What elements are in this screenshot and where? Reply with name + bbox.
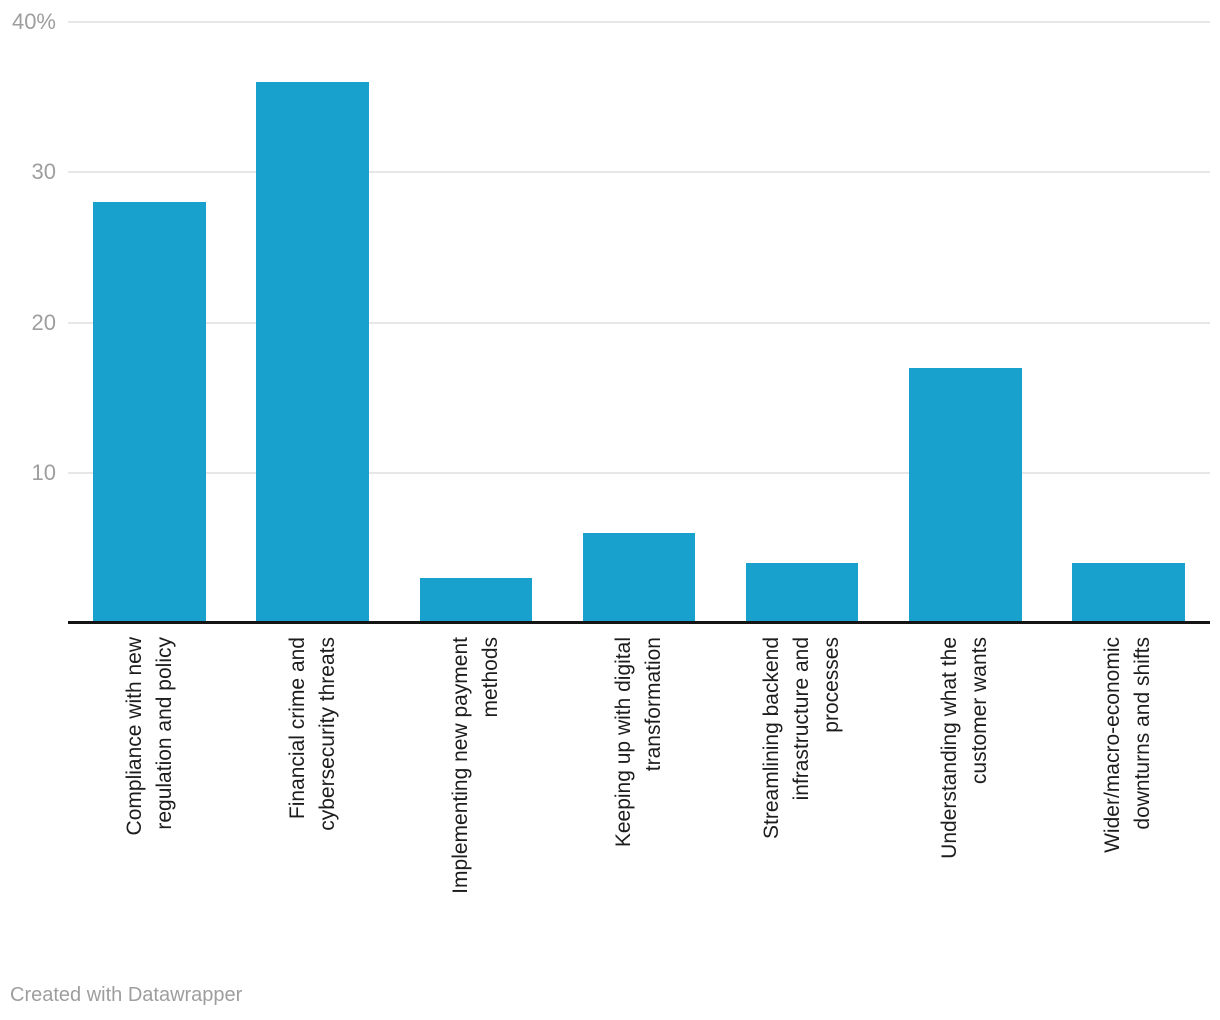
bar-slot-6 xyxy=(1047,22,1210,623)
bar-slot-2 xyxy=(394,22,557,623)
y-tick-label-30: 30 xyxy=(31,159,56,185)
bar-slot-5 xyxy=(884,22,1047,623)
bar-2[interactable] xyxy=(419,577,533,623)
gridline-30 xyxy=(68,171,1210,174)
x-category-label-5: Understanding what the customer wants xyxy=(938,637,992,859)
x-category-label-3: Keeping up with digital transformation xyxy=(611,637,665,848)
bar-6[interactable] xyxy=(1072,562,1185,623)
bar-slot-3 xyxy=(557,22,720,623)
x-label-slot-5: Understanding what the customer wants xyxy=(884,624,1047,964)
datawrapper-credit-link[interactable]: Created with Datawrapper xyxy=(10,984,243,1006)
y-tick-label-10: 10 xyxy=(31,459,56,485)
y-tick-label-40: 40% xyxy=(11,9,56,34)
bar-5[interactable] xyxy=(908,367,1022,623)
x-category-label-6: Wider/macro-economic downturns and shift… xyxy=(1101,637,1155,853)
bar-slot-0 xyxy=(68,22,231,623)
y-axis: 40% 30 20 10 xyxy=(0,9,56,623)
plot-area xyxy=(68,21,1210,623)
x-label-slot-0: Compliance with new regulation and polic… xyxy=(68,624,231,964)
x-category-label-0: Compliance with new regulation and polic… xyxy=(122,637,176,836)
x-label-slot-2: Implementing new payment methods xyxy=(394,624,557,964)
x-axis-baseline xyxy=(68,621,1210,624)
gridline-40 xyxy=(68,21,1210,23)
bar-1[interactable] xyxy=(256,82,369,623)
x-label-slot-6: Wider/macro-economic downturns and shift… xyxy=(1047,624,1210,964)
x-category-label-1: Financial crime and cybersecurity threat… xyxy=(285,637,339,831)
x-axis-labels: Compliance with new regulation and polic… xyxy=(68,624,1210,964)
bar-slot-4 xyxy=(721,22,884,623)
gridline-20 xyxy=(68,321,1210,324)
bar-slot-1 xyxy=(231,22,394,623)
x-category-label-4: Streamlining backend infrastructure and … xyxy=(760,637,844,839)
x-label-slot-3: Keeping up with digital transformation xyxy=(557,624,720,964)
bar-3[interactable] xyxy=(582,532,696,623)
bars-group xyxy=(68,22,1210,623)
bar-0[interactable] xyxy=(93,202,206,623)
y-tick-label-20: 20 xyxy=(31,309,56,335)
x-label-slot-4: Streamlining backend infrastructure and … xyxy=(721,624,884,964)
bar-4[interactable] xyxy=(745,562,859,623)
x-category-label-2: Implementing new payment methods xyxy=(448,637,502,894)
x-label-slot-1: Financial crime and cybersecurity threat… xyxy=(231,624,394,964)
gridline-10 xyxy=(68,471,1210,474)
